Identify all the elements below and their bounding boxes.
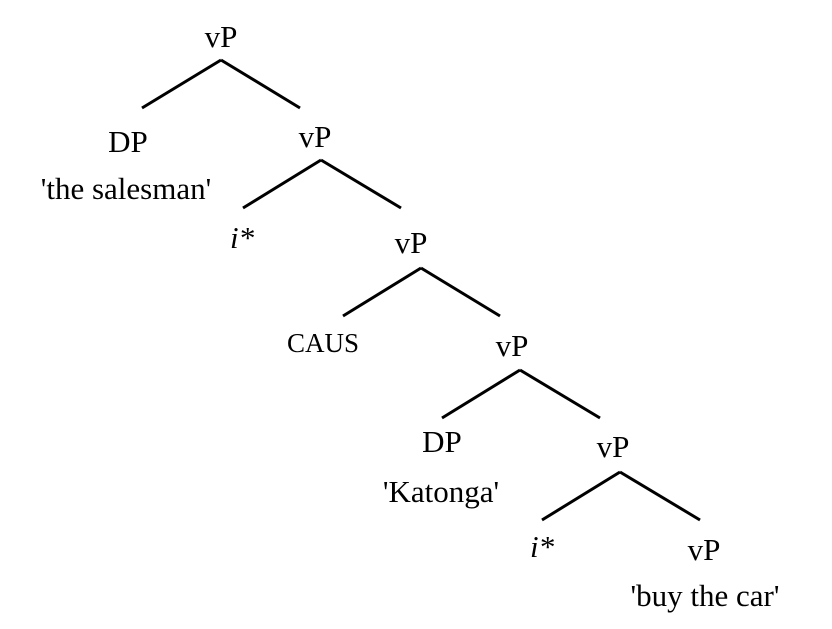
branch-vp4-to-vp5 (519, 368, 601, 420)
gloss-the-salesman: 'the salesman' (41, 171, 211, 206)
branch-vp5-to-i2 (541, 470, 621, 522)
branch-vp2-to-i1 (242, 158, 322, 210)
branch-vp3-to-caus (342, 266, 422, 318)
node-i-star-1: i* (230, 220, 255, 255)
branch-vp4-to-dp2 (441, 368, 521, 420)
gloss-buy-the-car: 'buy the car' (631, 578, 780, 613)
tree-branches (141, 58, 701, 522)
node-caus: CAUS (287, 328, 359, 358)
branch-vp5-to-vp6 (619, 470, 701, 522)
tree-nodes: vP DP 'the salesman' vP i* vP CAUS vP DP… (41, 19, 780, 613)
node-vp-3: vP (395, 225, 428, 260)
gloss-katonga: 'Katonga' (383, 474, 499, 509)
node-vp-4: vP (496, 328, 529, 363)
node-dp-katonga: DP (422, 424, 462, 459)
node-root-vp: vP (205, 19, 238, 54)
branch-vp3-to-vp4 (420, 266, 501, 318)
branch-root-to-dp1 (141, 58, 222, 110)
node-vp-6: vP (688, 532, 721, 567)
node-dp-salesman: DP (108, 124, 148, 159)
branch-root-to-vp2 (220, 58, 301, 110)
node-i-star-2: i* (530, 529, 555, 564)
branch-vp2-to-vp3 (320, 158, 402, 210)
node-vp-2: vP (299, 119, 332, 154)
node-vp-5: vP (597, 429, 630, 464)
